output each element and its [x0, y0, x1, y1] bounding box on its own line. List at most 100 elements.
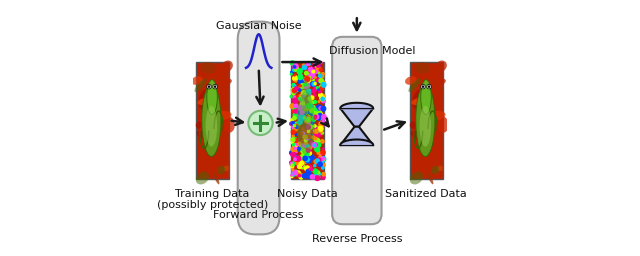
Circle shape — [290, 122, 292, 125]
Bar — [410, 62, 443, 179]
Circle shape — [314, 143, 316, 145]
Ellipse shape — [222, 116, 235, 133]
Circle shape — [321, 132, 323, 134]
Circle shape — [312, 65, 316, 68]
Circle shape — [208, 85, 211, 88]
Circle shape — [310, 119, 314, 124]
Ellipse shape — [297, 91, 315, 155]
Circle shape — [293, 98, 298, 103]
Circle shape — [307, 149, 310, 153]
Circle shape — [303, 105, 306, 108]
Circle shape — [298, 147, 301, 151]
Ellipse shape — [205, 106, 217, 147]
Circle shape — [305, 106, 308, 109]
Ellipse shape — [209, 111, 232, 121]
Circle shape — [321, 140, 324, 143]
Circle shape — [310, 143, 313, 147]
Circle shape — [298, 110, 303, 115]
Circle shape — [304, 154, 307, 156]
Ellipse shape — [436, 116, 449, 133]
Circle shape — [314, 118, 316, 119]
Circle shape — [298, 95, 301, 99]
Circle shape — [306, 119, 310, 124]
Circle shape — [292, 89, 297, 93]
Circle shape — [315, 77, 316, 79]
Circle shape — [301, 91, 307, 95]
Circle shape — [321, 84, 323, 86]
Circle shape — [306, 116, 309, 120]
Circle shape — [310, 112, 314, 115]
Circle shape — [294, 150, 297, 153]
Circle shape — [320, 96, 325, 101]
Circle shape — [303, 159, 307, 163]
Circle shape — [307, 121, 310, 124]
Circle shape — [316, 161, 319, 164]
Circle shape — [296, 126, 298, 128]
Circle shape — [316, 138, 317, 140]
Circle shape — [314, 127, 319, 132]
Ellipse shape — [218, 166, 225, 174]
Circle shape — [295, 150, 297, 152]
Circle shape — [319, 133, 321, 135]
Ellipse shape — [410, 131, 429, 141]
Circle shape — [307, 159, 310, 163]
Circle shape — [300, 75, 302, 77]
Circle shape — [310, 73, 313, 76]
Ellipse shape — [196, 131, 214, 141]
Circle shape — [302, 159, 307, 164]
Circle shape — [319, 122, 322, 125]
Circle shape — [314, 87, 317, 91]
Circle shape — [293, 96, 296, 99]
Circle shape — [294, 122, 299, 127]
Circle shape — [321, 130, 322, 132]
Circle shape — [318, 101, 320, 102]
Bar — [291, 62, 324, 179]
Ellipse shape — [223, 165, 229, 171]
Circle shape — [314, 139, 319, 144]
Circle shape — [316, 171, 319, 174]
Circle shape — [321, 81, 325, 84]
Circle shape — [311, 83, 313, 85]
Circle shape — [301, 110, 305, 113]
Circle shape — [319, 74, 322, 78]
Circle shape — [320, 74, 324, 78]
Circle shape — [307, 148, 310, 152]
Circle shape — [292, 137, 297, 142]
Circle shape — [319, 123, 323, 127]
Circle shape — [214, 85, 216, 88]
Circle shape — [303, 111, 307, 114]
Circle shape — [312, 65, 317, 69]
Circle shape — [303, 117, 305, 119]
Circle shape — [314, 143, 317, 146]
Circle shape — [301, 140, 306, 145]
Circle shape — [304, 78, 307, 81]
Circle shape — [313, 145, 315, 147]
Circle shape — [248, 111, 273, 135]
Circle shape — [299, 175, 303, 179]
Circle shape — [304, 85, 307, 88]
Circle shape — [302, 103, 305, 106]
Circle shape — [304, 159, 306, 161]
Circle shape — [317, 129, 322, 134]
Text: Gaussian Noise: Gaussian Noise — [216, 20, 301, 30]
Circle shape — [317, 113, 323, 118]
Circle shape — [312, 82, 316, 86]
Circle shape — [296, 157, 300, 162]
Circle shape — [312, 117, 316, 121]
Circle shape — [294, 77, 297, 80]
Circle shape — [316, 172, 320, 177]
Circle shape — [307, 151, 312, 155]
Circle shape — [291, 71, 293, 74]
Circle shape — [294, 147, 296, 150]
Circle shape — [318, 115, 323, 119]
Circle shape — [300, 110, 304, 114]
Circle shape — [307, 89, 311, 94]
Circle shape — [299, 87, 301, 89]
Circle shape — [313, 169, 317, 173]
Circle shape — [315, 68, 319, 72]
Circle shape — [307, 103, 312, 108]
Circle shape — [321, 73, 324, 75]
Circle shape — [321, 94, 325, 99]
Circle shape — [309, 168, 312, 171]
Circle shape — [310, 108, 314, 111]
